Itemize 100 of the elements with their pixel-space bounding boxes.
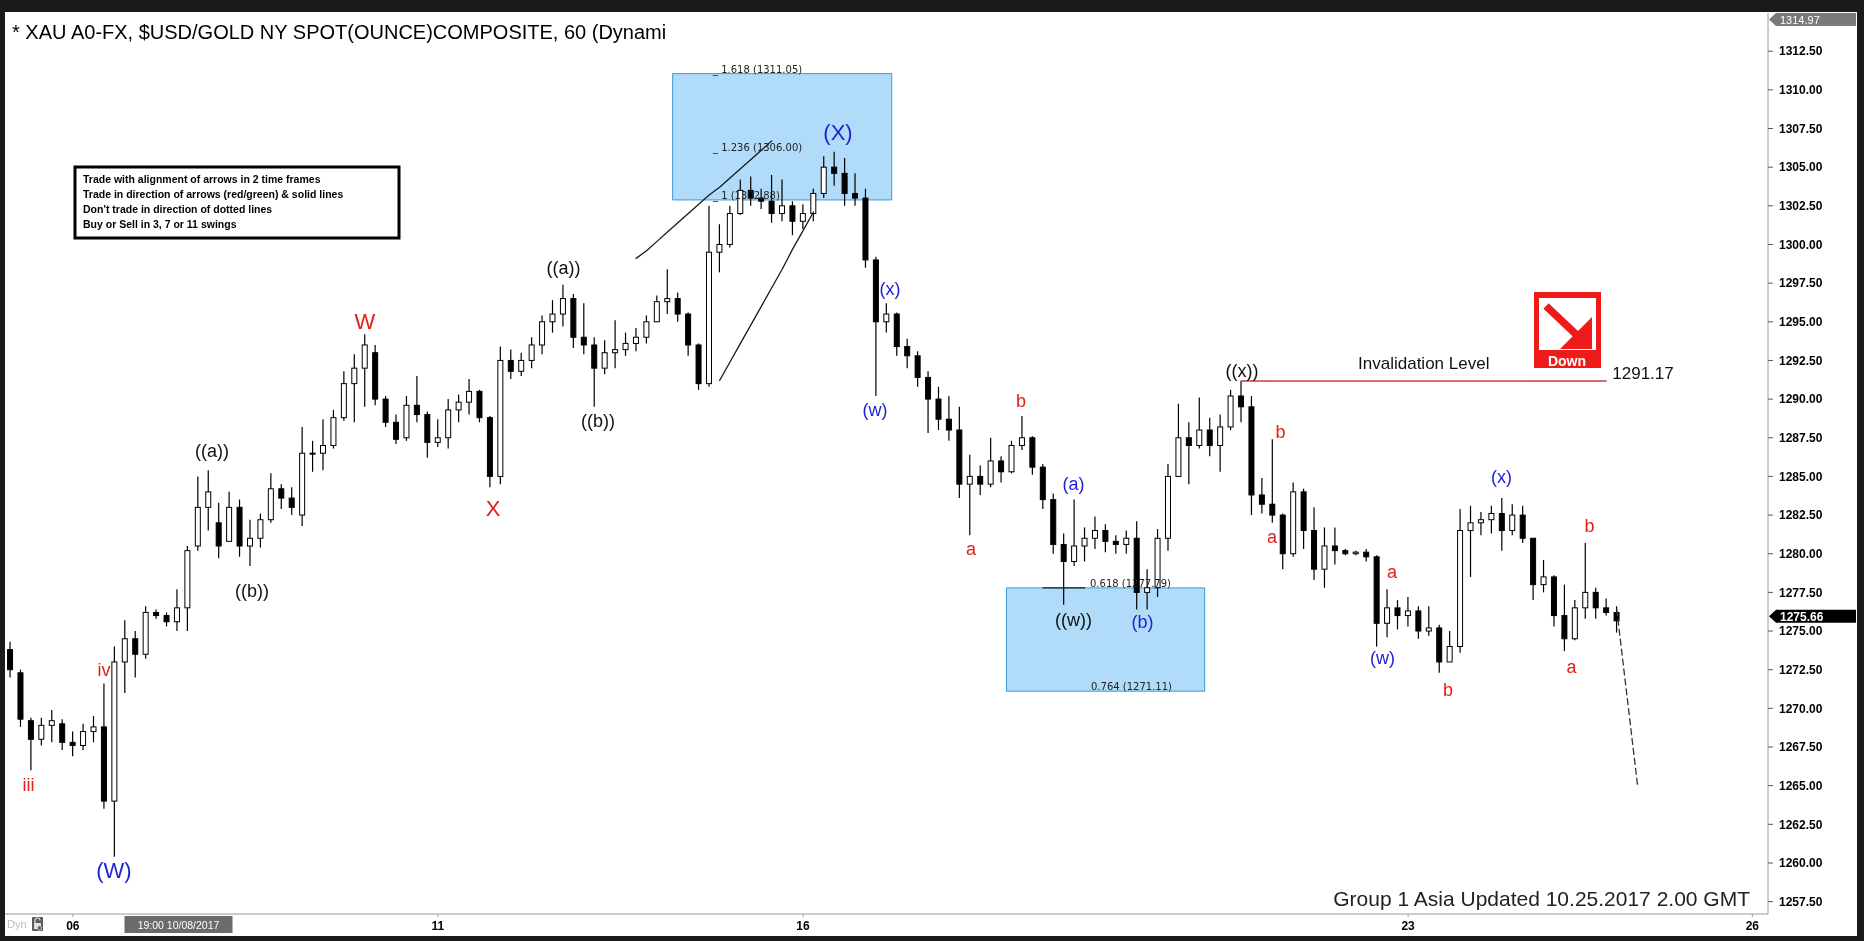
candlestick [466, 378, 473, 416]
candlestick [935, 386, 942, 431]
text: 19:00 10/08/2017 [137, 919, 220, 931]
y-tick-label: 1277.50 [1779, 585, 1823, 600]
annotation: Buy or Sell in 3, 7 or 11 swings [83, 218, 237, 230]
candlestick [1206, 417, 1213, 457]
y-tick-label: 1297.50 [1779, 276, 1823, 291]
candlestick [1477, 511, 1484, 536]
candlestick [591, 336, 598, 408]
annotation: 0.764 (1271.11) [1091, 681, 1173, 693]
candlestick [1112, 534, 1119, 555]
candlestick [831, 151, 838, 187]
y-tick-label: 1292.50 [1779, 353, 1823, 368]
candlestick [539, 315, 546, 355]
y-tick-label: 1287.50 [1779, 431, 1823, 446]
y-tick-label: 1282.50 [1779, 508, 1823, 523]
candlestick [716, 223, 723, 273]
candlestick [914, 350, 921, 388]
y-tick-label: 1307.50 [1779, 121, 1823, 136]
candlestick [789, 200, 796, 236]
annotation: W [354, 308, 376, 334]
annotation: b [1275, 421, 1286, 442]
x-tick-label: 11 [431, 919, 445, 933]
candlestick [601, 339, 608, 375]
y-tick-label: 1260.00 [1779, 856, 1823, 871]
candlestick [1467, 505, 1474, 578]
text: 1314.97 [1780, 14, 1820, 26]
annotation: ((b)) [235, 581, 269, 601]
y-tick-label: 1267.50 [1779, 740, 1823, 755]
annotation: a [1266, 527, 1278, 547]
candlestick [998, 455, 1005, 484]
candlestick [664, 268, 671, 315]
y-tick-label: 1280.00 [1779, 546, 1823, 561]
candlestick [528, 336, 535, 369]
candlestick [507, 349, 514, 380]
candlestick [643, 315, 650, 345]
candlestick [153, 608, 160, 620]
candlestick [205, 469, 212, 532]
y-tick-label: 1270.00 [1779, 701, 1823, 716]
x-tick-label: 06 [66, 919, 80, 933]
candlestick [455, 393, 462, 423]
chart-title: * XAU A0-FX, $USD/GOLD NY SPOT(OUNCE)COMPOSITE, 60 (Dynami [12, 21, 667, 43]
candlestick [1446, 630, 1453, 663]
candlestick [320, 418, 326, 471]
annotation: ((b)) [581, 411, 615, 431]
candlestick [632, 327, 639, 352]
annotation: a [1566, 657, 1578, 677]
annotation: Down [1547, 353, 1587, 369]
candlestick [559, 284, 566, 328]
annotation: b [1584, 515, 1595, 536]
candlestick [674, 291, 681, 323]
y-tick-label: 1272.50 [1779, 662, 1823, 677]
candlestick [622, 332, 629, 357]
candlestick [1258, 477, 1265, 515]
candlestick [1592, 587, 1599, 620]
candlestick [1561, 584, 1568, 652]
candlestick [945, 395, 952, 442]
annotation: ((a)) [195, 441, 229, 461]
x-tick-label: 16 [796, 919, 811, 933]
y-tick-label: 1305.00 [1779, 160, 1823, 175]
annotation: (b) [1131, 612, 1154, 632]
annotation: a [1386, 562, 1398, 582]
candlestick [1509, 503, 1516, 536]
y-tick-label: 1262.50 [1779, 817, 1823, 832]
candlestick [246, 519, 253, 567]
candlestick [1091, 516, 1098, 550]
annotation: a [965, 539, 977, 559]
candlestick [1269, 438, 1276, 524]
candlestick [580, 302, 587, 355]
annotation: (x) [1491, 467, 1512, 487]
annotation: iii [22, 775, 35, 795]
candlestick [288, 486, 295, 516]
candlestick [1404, 596, 1411, 627]
candlestick [1196, 396, 1203, 450]
candlestick [257, 512, 264, 549]
y-tick-label: 1290.00 [1779, 392, 1823, 407]
candlestick [1060, 533, 1067, 606]
candlestick [1185, 421, 1192, 485]
annotation: ((w)) [1055, 609, 1092, 630]
candlestick [612, 319, 619, 369]
candlestick [361, 333, 368, 408]
candlestick [1123, 529, 1130, 555]
candlestick [1540, 559, 1547, 593]
annotation: (w) [1370, 647, 1396, 668]
candlestick [1415, 605, 1422, 640]
candlestick [80, 723, 87, 751]
candlestick [351, 353, 358, 423]
text: 1275.66 [1780, 609, 1824, 624]
candlestick [883, 302, 890, 334]
annotation: _ 1.618 (1311.05) [712, 63, 803, 76]
candlestick [1331, 526, 1338, 566]
annotation: (W) [96, 857, 132, 883]
y-tick-label: 1302.50 [1779, 199, 1823, 214]
y-tick-label: 1295.00 [1779, 315, 1823, 330]
candlestick [413, 375, 420, 423]
series-label: Invalidation Level [1358, 353, 1490, 373]
annotation: (w) [862, 400, 888, 420]
y-tick-label: 1312.50 [1779, 44, 1823, 59]
candlestick [841, 157, 848, 207]
annotation: (X) [823, 119, 853, 145]
